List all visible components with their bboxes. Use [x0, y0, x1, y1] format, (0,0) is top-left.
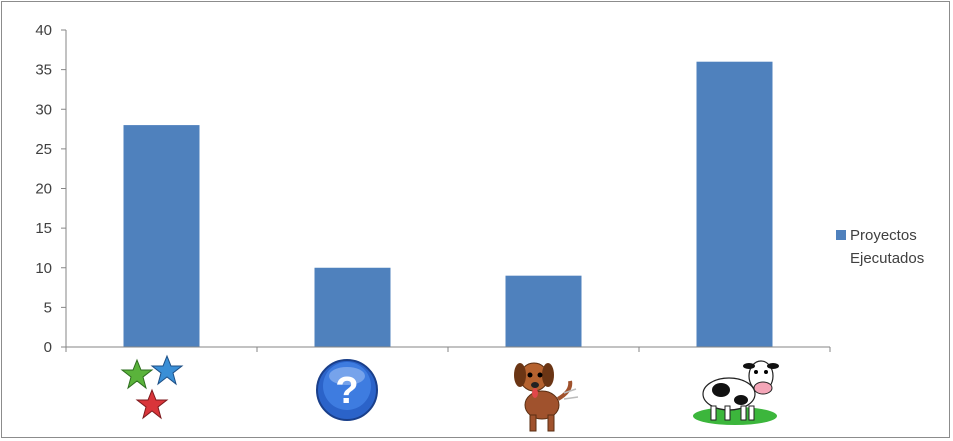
legend-label: Proyectos Ejecutados [850, 227, 925, 267]
y-tick-label: 25 [35, 141, 52, 158]
y-tick-label: 0 [44, 339, 52, 356]
legend-swatch [836, 230, 846, 240]
cow-icon [693, 360, 779, 425]
y-tick-label: 30 [35, 101, 52, 118]
y-tick-label: 5 [44, 299, 52, 316]
stars-icon [120, 354, 184, 420]
bars-group [123, 61, 773, 347]
svg-text:?: ? [335, 370, 358, 412]
dog-icon [514, 362, 579, 432]
y-tick-label: 35 [35, 62, 52, 79]
bar-cow [696, 61, 773, 347]
bar-question [314, 267, 391, 347]
y-tick-label: 15 [35, 220, 52, 237]
y-tick-label: 40 [35, 22, 52, 39]
question-icon: ? [316, 359, 378, 421]
y-tick-label: 10 [35, 260, 52, 277]
y-tick-label: 20 [35, 181, 52, 198]
bar-stars [123, 125, 200, 347]
x-axis [65, 346, 831, 352]
legend: Proyectos Ejecutados [836, 224, 946, 270]
y-axis: 0 5 10 15 20 25 30 35 40 [35, 22, 67, 356]
bar-dog [505, 275, 582, 347]
